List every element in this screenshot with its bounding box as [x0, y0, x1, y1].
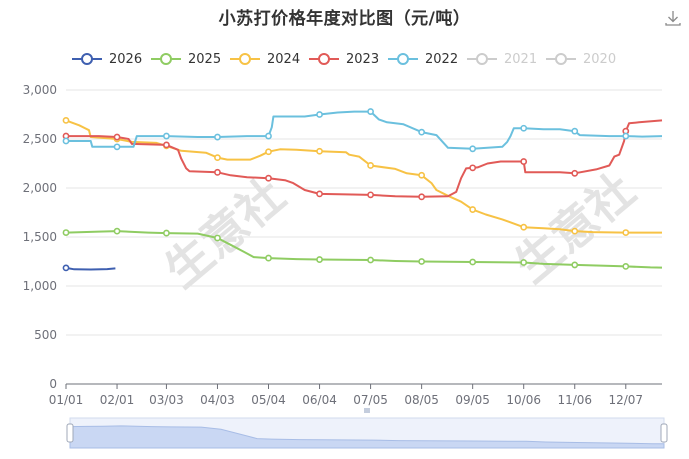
data-point-2023 — [520, 158, 528, 165]
data-point-2024 — [316, 147, 323, 155]
data-point-2022 — [622, 132, 630, 140]
legend-item-2023[interactable]: 2023 — [307, 49, 379, 69]
legend-item-2021[interactable]: 2021 — [465, 49, 537, 69]
data-point-2023 — [214, 168, 221, 176]
x-tick-label: 08/05 — [404, 393, 439, 407]
y-tick-label: 500 — [34, 328, 57, 342]
data-point-2023 — [316, 190, 323, 198]
data-point-2025 — [367, 256, 374, 264]
legend-symbol — [388, 53, 418, 65]
data-point-2023 — [163, 141, 170, 149]
legend-symbol — [546, 53, 576, 65]
legend-label: 2024 — [267, 51, 301, 67]
legend-symbol — [230, 53, 260, 65]
x-tick-label: 04/03 — [200, 393, 235, 407]
y-tick-label: 0 — [49, 377, 57, 391]
legend-item-2026[interactable]: 2026 — [70, 49, 142, 69]
download-icon[interactable] — [664, 9, 682, 27]
y-tick-label: 1,000 — [23, 279, 57, 293]
series-line-2023 — [66, 119, 663, 198]
data-point-2025 — [214, 234, 221, 242]
x-tick-label: 09/05 — [455, 393, 490, 407]
data-point-2022 — [367, 108, 374, 115]
data-point-2022 — [163, 132, 170, 140]
data-point-2024 — [265, 148, 272, 156]
data-point-2025 — [418, 258, 426, 265]
legend-symbol — [467, 53, 497, 65]
data-point-2024 — [520, 223, 528, 231]
data-point-2024 — [418, 171, 426, 179]
legend-item-2024[interactable]: 2024 — [228, 49, 300, 69]
data-point-2025 — [113, 227, 121, 235]
chart-title: 小苏打价格年度对比图（元/吨） — [218, 9, 471, 29]
data-point-2022 — [469, 145, 477, 153]
series-line-2026 — [65, 266, 116, 271]
x-tick-label: 11/06 — [557, 393, 592, 407]
zoom-handle-left[interactable] — [66, 423, 74, 443]
legend-item-2022[interactable]: 2022 — [386, 49, 458, 69]
data-point-2023 — [367, 191, 374, 199]
data-point-2022 — [62, 137, 70, 145]
data-point-2025 — [469, 258, 477, 266]
legend-symbol — [72, 53, 102, 65]
data-point-2025 — [571, 261, 579, 269]
data-point-2022 — [520, 124, 528, 132]
x-tick-label: 02/01 — [100, 393, 135, 407]
zoom-slider-preview — [69, 425, 665, 449]
data-point-2023 — [265, 174, 272, 182]
legend-item-2020[interactable]: 2020 — [544, 49, 616, 69]
y-tick-label: 3,000 — [23, 83, 57, 97]
x-tick-label: 03/03 — [149, 393, 184, 407]
data-point-2022 — [316, 111, 323, 118]
legend-item-2025[interactable]: 2025 — [149, 49, 221, 69]
data-point-2023 — [469, 164, 477, 172]
data-point-2024 — [571, 227, 579, 235]
data-point-2022 — [214, 133, 221, 141]
x-tick-label: 01/01 — [49, 393, 84, 407]
legend-label: 2021 — [504, 51, 538, 67]
y-tick-label: 2,000 — [23, 181, 57, 195]
data-point-2023 — [571, 169, 579, 177]
data-point-2024 — [62, 116, 70, 124]
x-tick-label: 05/04 — [251, 393, 286, 407]
x-tick-label: 07/05 — [353, 393, 388, 407]
data-point-2022 — [571, 127, 579, 135]
data-point-2024 — [367, 162, 374, 169]
data-point-2022 — [113, 143, 121, 151]
legend-label: 2020 — [583, 51, 617, 67]
legend-symbol — [309, 53, 339, 65]
data-point-2022 — [418, 128, 426, 136]
legend-label: 2022 — [425, 51, 459, 67]
series-line-2022 — [66, 110, 663, 150]
data-point-2022 — [265, 132, 272, 140]
data-point-2024 — [214, 154, 221, 162]
zoom-handle-right[interactable] — [660, 423, 668, 443]
data-point-2024 — [469, 206, 477, 213]
data-point-2023 — [418, 193, 426, 201]
legend-label: 2026 — [109, 51, 143, 67]
legend-label: 2023 — [346, 51, 380, 67]
legend-label: 2025 — [188, 51, 222, 67]
data-point-2025 — [622, 262, 630, 270]
data-point-2026 — [62, 264, 70, 272]
data-point-2023 — [113, 133, 121, 141]
zoom-move-handle[interactable] — [364, 408, 370, 413]
data-point-2025 — [520, 259, 528, 266]
data-point-2025 — [62, 229, 70, 236]
x-tick-label: 10/06 — [506, 393, 541, 407]
data-point-2025 — [316, 256, 323, 263]
legend-symbol — [151, 53, 181, 65]
y-tick-label: 1,500 — [23, 230, 57, 244]
x-tick-label: 06/04 — [302, 393, 337, 407]
data-point-2025 — [265, 254, 272, 262]
data-point-2025 — [163, 229, 170, 237]
data-point-2024 — [622, 229, 630, 236]
x-tick-label: 12/07 — [608, 393, 643, 407]
y-tick-label: 2,500 — [23, 132, 57, 146]
